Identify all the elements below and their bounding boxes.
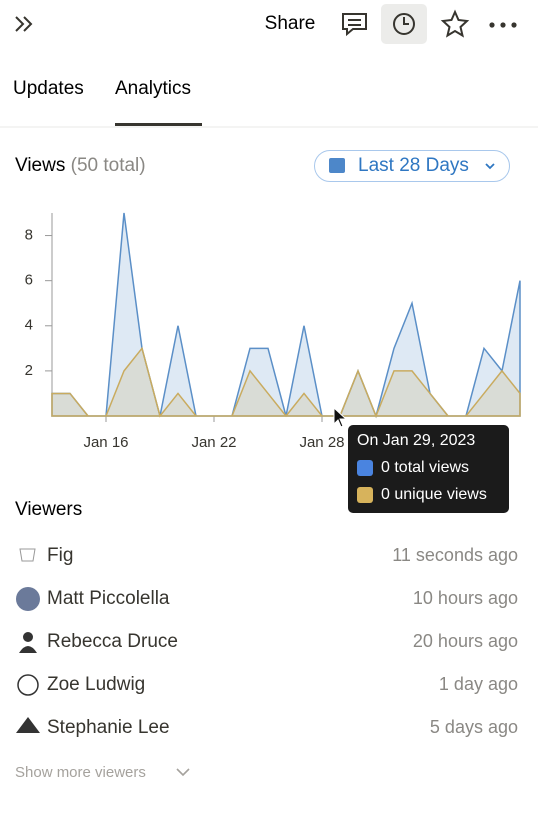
- y-tick-label: 2: [25, 362, 33, 379]
- tooltip-line: 0 total views: [381, 459, 469, 476]
- cursor: [333, 406, 348, 428]
- range-label[interactable]: Last 28 Days: [358, 155, 469, 176]
- history-hand: [403, 17, 409, 25]
- viewer-time: 1 day ago: [439, 674, 518, 694]
- viewer-name[interactable]: Stephanie Lee: [47, 717, 170, 738]
- avatar: [17, 674, 39, 696]
- show-more[interactable]: Show more viewers: [15, 764, 146, 781]
- viewer-list: Fig 11 seconds ago Matt Piccolella 10 hours…: [47, 545, 518, 738]
- sidebar-toggle[interactable]: [15, 16, 33, 32]
- calendar-icon: [329, 158, 345, 173]
- favorite-icon[interactable]: [440, 9, 470, 38]
- chevron: [485, 163, 495, 170]
- tooltip-swatch: [357, 487, 373, 503]
- avatar: [16, 717, 40, 733]
- area-series: [51, 346, 521, 419]
- tooltip-line: 0 unique views: [381, 486, 487, 503]
- viewer-name[interactable]: Zoe Ludwig: [47, 674, 145, 695]
- range-button[interactable]: [314, 150, 510, 182]
- more-icon[interactable]: [489, 22, 517, 28]
- tooltip-box: [348, 425, 509, 513]
- x-tick-label: Jan 22: [191, 434, 236, 451]
- viewer-name[interactable]: Matt Piccolella: [47, 588, 170, 609]
- avatar: [16, 587, 40, 611]
- tab-underline: [115, 123, 202, 126]
- avatar: [19, 548, 36, 562]
- history-icon[interactable]: [393, 13, 415, 35]
- tooltip: On Jan 29, 2023 0 total views 0 unique vi…: [333, 406, 509, 513]
- viewer-time: 20 hours ago: [413, 631, 518, 651]
- y-tick-label: 4: [25, 317, 33, 334]
- viewer-name[interactable]: Rebecca Druce: [47, 631, 178, 652]
- y-tick-label: 8: [25, 227, 33, 244]
- share-button[interactable]: Share: [265, 13, 316, 34]
- tooltip-title: On Jan 29, 2023: [357, 432, 475, 449]
- area-series: [51, 212, 521, 419]
- chevron: [176, 768, 190, 777]
- x-tick-label: Jan 16: [83, 434, 128, 451]
- viewer-time: 11 seconds ago: [392, 545, 518, 565]
- viewers-title: Viewers: [15, 499, 82, 520]
- tab[interactable]: Updates: [13, 78, 84, 99]
- comments-icon[interactable]: [342, 13, 367, 37]
- avatars: [16, 548, 40, 733]
- views-title: Views (50 total): [15, 155, 146, 176]
- y-tick-label: 6: [25, 272, 33, 289]
- x-tick-label: Jan 28: [299, 434, 344, 451]
- chart: 2 4 6 8 Jan 16 Jan 22 Jan 28: [25, 212, 521, 451]
- avatar: [23, 632, 33, 642]
- viewer-name[interactable]: Fig: [47, 545, 73, 566]
- tooltip-swatch: [357, 460, 373, 476]
- viewer-time: 10 hours ago: [413, 588, 518, 608]
- viewer-time: 5 days ago: [430, 717, 518, 737]
- tab-active[interactable]: Analytics: [115, 78, 191, 99]
